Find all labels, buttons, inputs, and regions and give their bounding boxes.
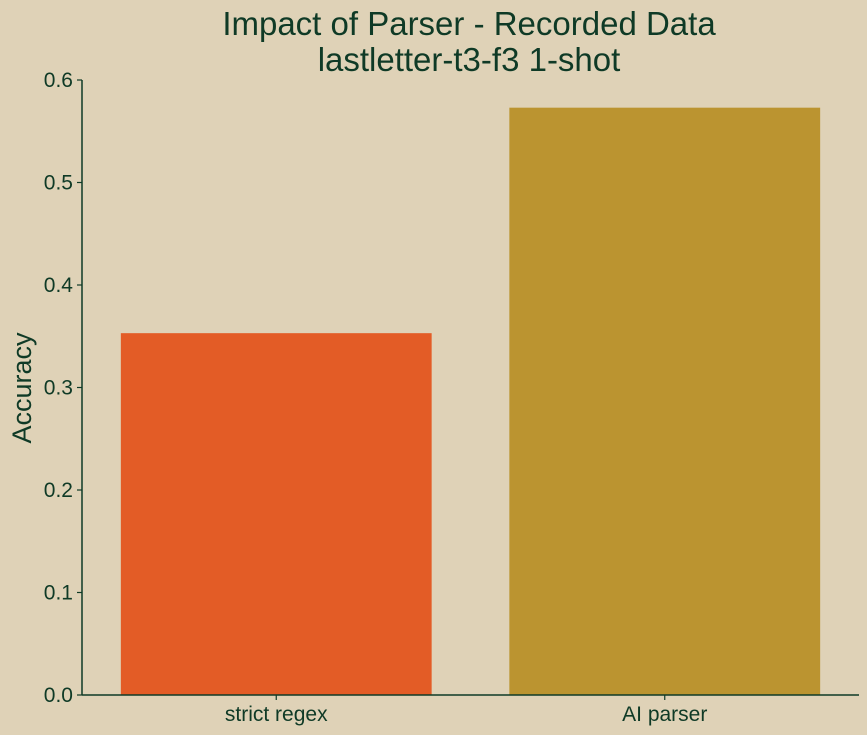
chart-title-line-1: Impact of Parser - Recorded Data xyxy=(222,5,716,42)
y-tick-label: 0.3 xyxy=(44,377,73,400)
x-ticks-group: strict regex AI parser xyxy=(225,695,707,726)
bar-strict-regex xyxy=(120,333,432,695)
x-tick-label: AI parser xyxy=(622,703,707,726)
y-tick-label: 0.5 xyxy=(44,172,73,195)
chart-title-line-2: lastletter-t3-f3 1-shot xyxy=(318,41,621,78)
y-tick-label: 0.0 xyxy=(44,684,73,707)
x-tick-label: strict regex xyxy=(225,703,328,726)
y-tick-label: 0.6 xyxy=(44,69,73,92)
bars-group xyxy=(120,107,821,696)
y-tick-label: 0.4 xyxy=(44,274,74,297)
y-ticks-group: 0.0 0.1 0.2 0.3 0.4 0.5 0.6 xyxy=(44,69,82,707)
y-tick-label: 0.1 xyxy=(44,582,73,605)
y-tick-label: 0.2 xyxy=(44,479,73,502)
y-axis-label: Accuracy xyxy=(7,332,37,444)
bar-ai-parser xyxy=(509,107,821,696)
